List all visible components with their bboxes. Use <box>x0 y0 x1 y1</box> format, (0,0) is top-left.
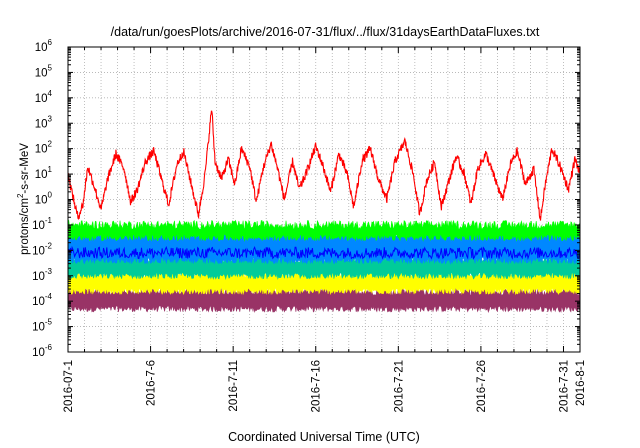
x-tick-label: 2016-7-21 <box>393 360 405 412</box>
y-tick-label: 10-3 <box>32 267 52 283</box>
y-axis-label-main: protons/cm <box>19 198 31 255</box>
y-tick-base: 10 <box>32 220 45 232</box>
x-tick-label: 2016-8-1 <box>575 360 587 406</box>
y-tick-exponent: -5 <box>45 318 53 327</box>
y-tick-label: 106 <box>35 38 53 54</box>
y-tick-exponent: 0 <box>48 191 53 200</box>
y-axis-label: protons/cm2-s-sr-MeV <box>16 143 31 255</box>
y-tick-exponent: 3 <box>48 114 53 123</box>
y-tick-base: 10 <box>32 271 45 283</box>
y-tick-base: 10 <box>32 347 45 359</box>
y-tick-label: 101 <box>35 165 53 181</box>
y-tick-label: 100 <box>35 191 53 207</box>
y-tick-exponent: 5 <box>48 63 53 72</box>
y-tick-base: 10 <box>35 42 48 54</box>
y-tick-base: 10 <box>32 322 45 334</box>
y-tick-label: 10-6 <box>32 343 52 359</box>
x-tick-label: 2016-7-6 <box>146 360 158 406</box>
x-tick-label: 2016-7-26 <box>476 360 488 412</box>
y-axis-label-sup: 2 <box>16 193 25 198</box>
y-tick-label: 103 <box>35 114 53 130</box>
y-tick-exponent: -2 <box>45 241 53 250</box>
x-tick-label: 2016-7-16 <box>311 360 323 412</box>
x-axis-ticks: 2016-07-1 2016-7-6 2016-7-11 2016-7-16 2016-… <box>63 47 587 412</box>
y-axis-label-rest: -s-sr-MeV <box>19 143 31 194</box>
y-tick-label: 10-2 <box>32 241 52 257</box>
y-tick-label: 104 <box>35 89 53 105</box>
x-tick-label: 2016-07-1 <box>63 360 75 412</box>
y-axis-ticks: 10-610-510-410-310-210-11001011021031041… <box>32 38 580 359</box>
y-tick-exponent: -6 <box>45 343 53 352</box>
x-tick-label: 2016-7-11 <box>228 360 240 412</box>
y-tick-label: 10-1 <box>32 216 52 232</box>
data-series <box>67 110 581 313</box>
y-tick-label: 10-5 <box>32 318 52 334</box>
x-tick-label: 2016-7-31 <box>559 360 571 412</box>
y-tick-exponent: -4 <box>45 292 53 301</box>
y-tick-label: 105 <box>35 63 53 79</box>
y-tick-exponent: -1 <box>45 216 53 225</box>
y-tick-base: 10 <box>32 296 45 308</box>
y-tick-exponent: 4 <box>48 89 53 98</box>
y-tick-base: 10 <box>35 67 48 79</box>
y-tick-base: 10 <box>35 195 48 207</box>
y-tick-exponent: 2 <box>48 140 53 149</box>
y-tick-label: 10-4 <box>32 292 52 308</box>
series-line-5 <box>67 245 581 261</box>
series-line-6 <box>67 110 581 221</box>
y-tick-exponent: 1 <box>48 165 53 174</box>
y-tick-exponent: -3 <box>45 267 53 276</box>
y-tick-base: 10 <box>35 169 48 181</box>
y-tick-label: 102 <box>35 140 53 156</box>
y-tick-base: 10 <box>35 93 48 105</box>
y-tick-exponent: 6 <box>48 38 53 47</box>
x-axis-label: Coordinated Universal Time (UTC) <box>228 430 420 444</box>
y-tick-base: 10 <box>35 118 48 130</box>
y-tick-base: 10 <box>35 144 48 156</box>
y-tick-base: 10 <box>32 245 45 257</box>
chart-title: /data/run/goesPlots/archive/2016-07-31/f… <box>111 25 540 39</box>
